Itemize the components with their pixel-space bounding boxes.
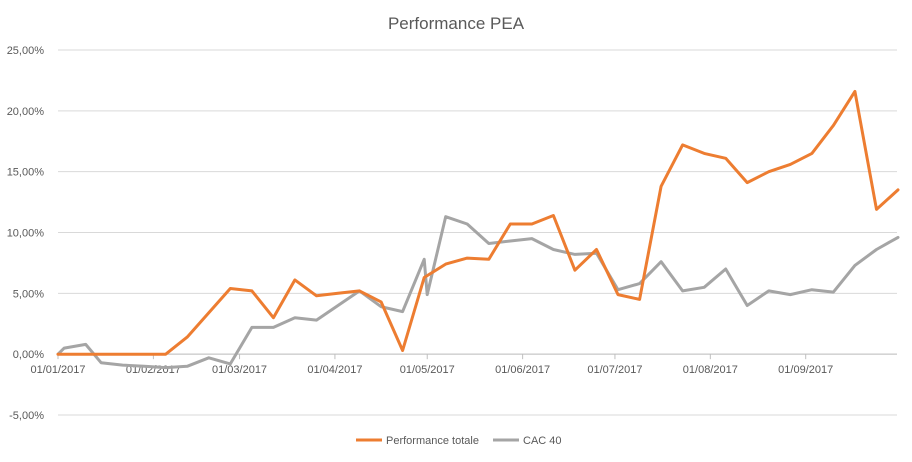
x-tick-label: 01/03/2017: [212, 364, 267, 376]
legend: Performance totale CAC 40: [356, 435, 562, 447]
y-axis: -5,00% 0,00% 5,00% 10,00% 15,00% 20,00% 25,00%: [7, 45, 45, 422]
y-tick-label: -5,00%: [9, 410, 44, 422]
x-tick-label: 01/01/2017: [30, 364, 85, 376]
series-line-1: [56, 215, 900, 370]
x-tick-label: 01/05/2017: [400, 364, 455, 376]
series-lines: [56, 89, 900, 370]
x-tick-label: 01/09/2017: [778, 364, 833, 376]
x-tick-label: 01/08/2017: [683, 364, 738, 376]
x-tick-label: 01/04/2017: [307, 364, 362, 376]
y-tick-label: 20,00%: [7, 106, 45, 118]
x-tick-label: 01/06/2017: [495, 364, 550, 376]
y-tick-label: 25,00%: [7, 45, 45, 57]
x-axis: 01/01/2017 01/02/2017 01/03/2017 01/04/2017…: [30, 353, 897, 376]
y-tick-label: 5,00%: [13, 288, 44, 300]
y-tick-label: 15,00%: [7, 167, 45, 179]
chart-title: Performance PEA: [388, 14, 525, 33]
y-tick-label: 10,00%: [7, 228, 45, 240]
legend-label-0: Performance totale: [386, 435, 479, 447]
legend-label-1: CAC 40: [523, 435, 562, 447]
x-tick-label: 01/07/2017: [587, 364, 642, 376]
y-tick-label: 0,00%: [13, 349, 44, 361]
series-line-0: [56, 89, 900, 356]
